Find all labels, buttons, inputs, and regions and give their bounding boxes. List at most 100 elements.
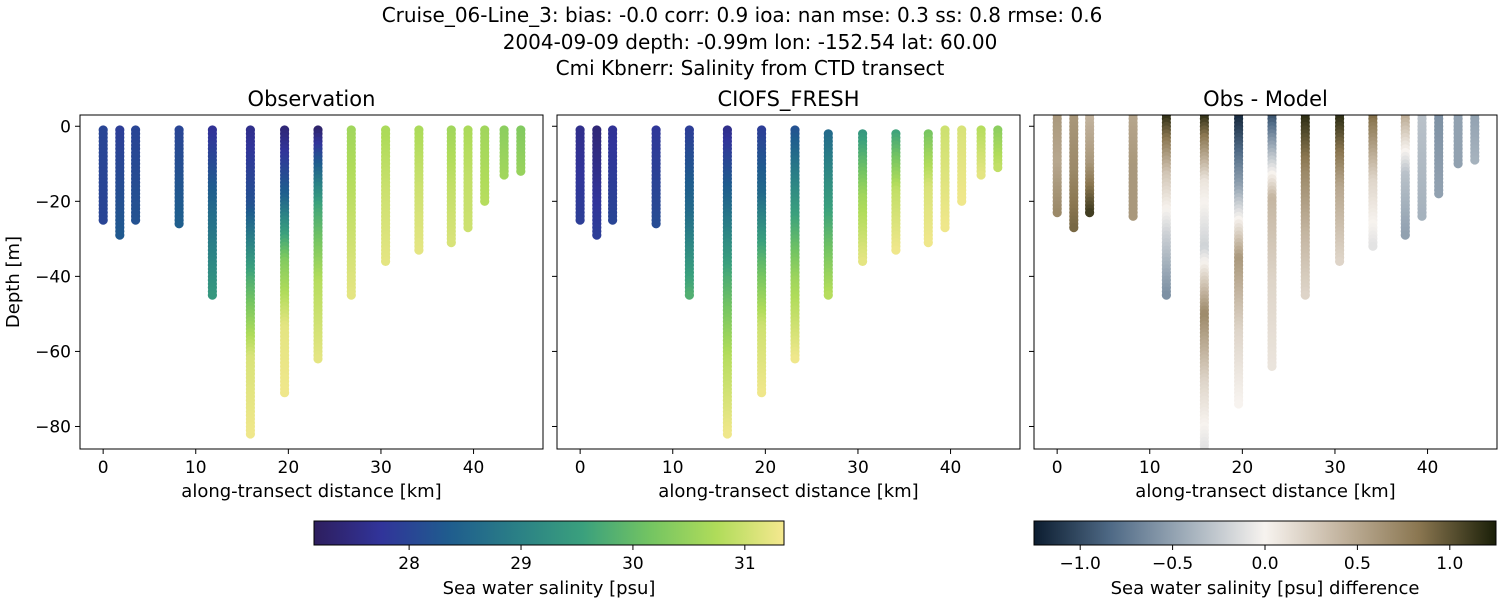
data-point <box>1267 361 1277 371</box>
difference-colorbar: −1.0 −0.5 0.0 0.5 1.0 Sea water salinity [psu… <box>1033 520 1497 599</box>
data-point <box>381 256 391 266</box>
x-tick-label: 30 <box>370 458 392 478</box>
data-point <box>1234 399 1244 409</box>
data-point <box>98 215 108 225</box>
data-point <box>245 429 255 439</box>
x-tick-label: 0 <box>1052 458 1063 478</box>
data-point <box>651 219 661 229</box>
y-tick-label: −40 <box>35 267 71 287</box>
x-axis-label: along-transect distance [km] <box>181 481 441 502</box>
x-tick-label: 30 <box>1324 458 1346 478</box>
data-point <box>1128 211 1138 221</box>
data-point <box>1085 208 1095 218</box>
panel-title: CIOFS_FRESH <box>718 87 860 112</box>
x-tick-label: 20 <box>278 458 300 478</box>
data-point <box>480 196 490 206</box>
data-point <box>790 354 800 364</box>
cast-points <box>1052 115 1480 449</box>
data-point <box>1199 444 1209 449</box>
x-tick-label: 0 <box>98 458 109 478</box>
colorbar-tick-label: 31 <box>734 554 756 574</box>
axes-frame <box>1033 114 1498 450</box>
data-point <box>174 219 184 229</box>
x-tick-label: 10 <box>662 458 684 478</box>
figure-title-line-2: 2004-09-09 depth: -0.99m lon: -152.54 la… <box>503 30 998 54</box>
data-point <box>608 215 618 225</box>
data-point <box>757 388 767 398</box>
data-point <box>684 290 695 300</box>
y-tick-label: −20 <box>35 192 71 212</box>
x-tick-label: 20 <box>755 458 777 478</box>
data-point <box>1368 241 1378 251</box>
colorbar-tick-label: −0.5 <box>1152 554 1193 574</box>
colorbar-label: Sea water salinity [psu] difference <box>1111 578 1420 599</box>
x-tick-label: 40 <box>1417 458 1439 478</box>
colorbar-gradient <box>1033 520 1497 546</box>
colorbar-tick-label: 28 <box>398 554 420 574</box>
data-point <box>115 230 125 240</box>
data-point <box>1453 159 1463 169</box>
data-point <box>993 162 1003 173</box>
data-point <box>1470 155 1480 165</box>
panel-title: Obs - Model <box>1203 87 1328 111</box>
y-tick-label: −60 <box>35 342 71 362</box>
data-point <box>940 223 950 233</box>
data-point <box>957 196 967 206</box>
obs-minus-model-panel: Obs - Model 0 10 20 30 40 along-transect dista… <box>1029 87 1498 502</box>
colorbar-tick-label: 0.0 <box>1251 554 1278 574</box>
data-point <box>1335 256 1345 266</box>
data-point <box>891 245 901 255</box>
y-tick-label: 0 <box>60 117 71 137</box>
data-point <box>1161 290 1171 300</box>
colorbar-label: Sea water salinity [psu] <box>443 578 656 599</box>
colorbar-tick-label: −1.0 <box>1060 554 1101 574</box>
data-point <box>131 215 141 225</box>
data-point <box>280 388 290 398</box>
x-tick-label: 10 <box>185 458 207 478</box>
cast-points <box>575 125 1003 439</box>
y-tick-label: −80 <box>35 417 71 437</box>
data-point <box>592 230 602 240</box>
data-point <box>1300 290 1310 300</box>
x-tick-label: 10 <box>1139 458 1161 478</box>
data-point <box>1434 189 1444 199</box>
data-point <box>923 238 933 248</box>
figure-title-line-1: Cruise_06-Line_3: bias: -0.0 corr: 0.9 i… <box>382 3 1103 27</box>
colorbar-gradient <box>313 520 785 546</box>
data-point <box>575 215 585 225</box>
salinity-colorbar: 28 29 30 31 Sea water salinity [psu] <box>313 520 785 599</box>
data-point <box>313 354 323 364</box>
data-point <box>463 223 473 233</box>
data-point <box>414 245 424 255</box>
x-tick-label: 20 <box>1232 458 1254 478</box>
data-point <box>823 290 833 300</box>
x-axis-label: along-transect distance [km] <box>658 481 918 502</box>
data-point <box>1052 208 1062 218</box>
x-axis-label: along-transect distance [km] <box>1135 481 1395 502</box>
y-axis-label: Depth [m] <box>3 236 24 328</box>
x-tick-label: 40 <box>940 458 962 478</box>
x-tick-label: 0 <box>575 458 586 478</box>
colorbar-tick-label: 30 <box>622 554 644 574</box>
data-point <box>346 290 356 300</box>
data-point <box>722 429 733 439</box>
panel-title: Observation <box>248 87 376 111</box>
colorbar-tick-label: 0.5 <box>1344 554 1371 574</box>
data-point <box>858 256 868 266</box>
data-point <box>516 166 526 176</box>
observation-panel: Observation 0 10 20 30 40 0 −20 −40 −60 −80 along-t… <box>3 87 544 502</box>
colorbar-tick-label: 1.0 <box>1436 554 1463 574</box>
data-point <box>446 238 456 248</box>
data-point <box>207 290 217 300</box>
data-point <box>499 170 509 180</box>
x-tick-label: 40 <box>463 458 485 478</box>
data-point <box>976 170 986 180</box>
colorbar-tick-label: 29 <box>510 554 532 574</box>
cast-points <box>98 125 526 439</box>
x-tick-label: 30 <box>847 458 869 478</box>
ciofs-fresh-panel: CIOFS_FRESH 0 10 20 30 40 along-transect dista… <box>552 87 1021 502</box>
data-point <box>1400 230 1410 240</box>
axes-frame <box>556 114 1021 450</box>
axes-frame <box>79 114 544 450</box>
data-point <box>1069 223 1079 233</box>
